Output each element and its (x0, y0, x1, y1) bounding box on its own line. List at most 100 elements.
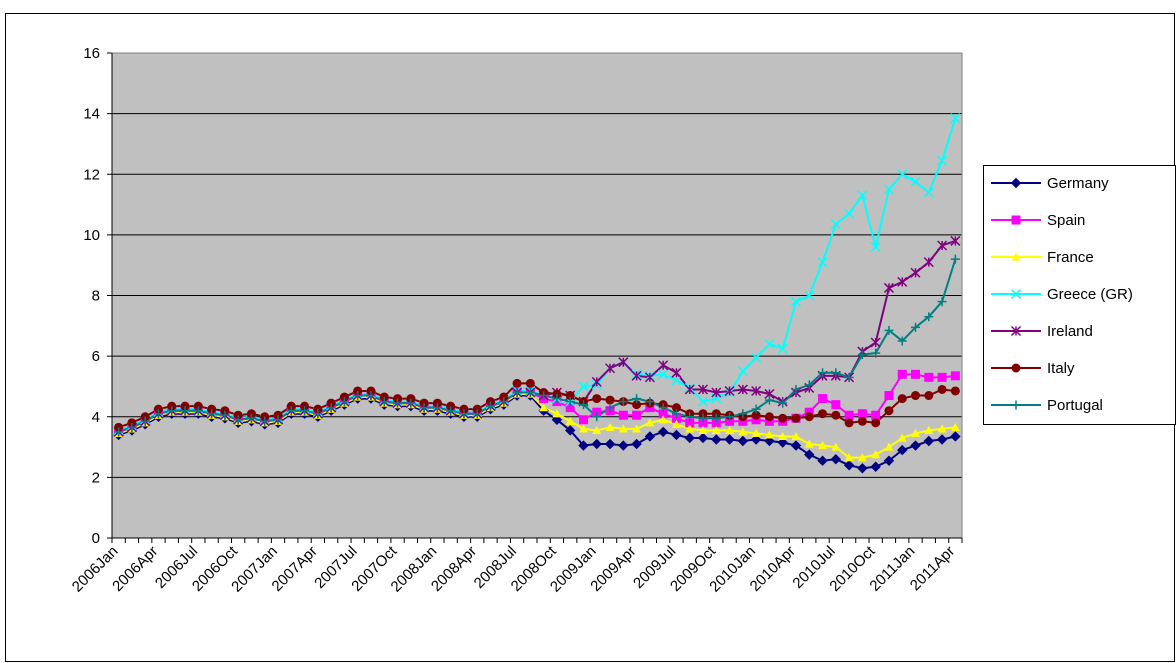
marker (817, 455, 828, 466)
legend-item: Spain (991, 212, 1085, 229)
y-tick-label: 16 (83, 45, 100, 62)
marker (578, 415, 588, 425)
marker (539, 403, 549, 412)
marker (432, 403, 442, 413)
marker (525, 378, 535, 388)
marker (671, 429, 682, 441)
marker (804, 407, 814, 417)
marker (923, 187, 934, 198)
marker (804, 449, 815, 460)
marker (791, 413, 801, 423)
marker (884, 442, 894, 451)
marker (685, 424, 695, 433)
marker (937, 372, 947, 382)
marker (950, 254, 960, 264)
marker (884, 406, 894, 416)
marker (1010, 177, 1022, 189)
marker (711, 425, 721, 434)
marker (950, 371, 960, 381)
marker (897, 336, 907, 346)
marker (737, 384, 748, 395)
marker (751, 428, 761, 438)
marker (817, 257, 828, 268)
marker (419, 403, 429, 413)
legend-label: France (1047, 249, 1094, 266)
marker (911, 369, 921, 379)
y-tick-label: 14 (83, 106, 100, 123)
marker (339, 397, 349, 407)
marker (711, 418, 721, 428)
marker (658, 360, 669, 371)
marker (246, 413, 256, 423)
marker (738, 416, 748, 426)
marker (950, 422, 960, 431)
marker (804, 380, 814, 390)
marker (751, 404, 761, 414)
marker (446, 406, 456, 416)
marker (631, 438, 642, 450)
marker (604, 438, 616, 450)
marker (605, 422, 615, 431)
marker (751, 352, 762, 363)
y-tick-label: 4 (92, 409, 100, 426)
series-line (118, 394, 956, 470)
marker (818, 409, 828, 419)
marker (711, 434, 722, 445)
marker (871, 418, 881, 428)
marker (764, 395, 774, 405)
marker (180, 401, 190, 411)
y-tick-label: 8 (92, 288, 100, 305)
marker (897, 169, 908, 180)
marker (127, 422, 137, 432)
marker (300, 406, 310, 416)
marker (658, 369, 669, 380)
marker (658, 415, 668, 424)
marker (326, 403, 336, 413)
marker (897, 276, 908, 287)
marker (618, 397, 628, 407)
series-markers (114, 254, 960, 437)
marker (632, 400, 642, 410)
marker (565, 403, 575, 413)
marker (711, 413, 721, 423)
marker (911, 322, 921, 332)
legend-item: Italy (991, 360, 1075, 377)
marker (937, 240, 948, 251)
marker (897, 394, 907, 404)
marker (870, 337, 881, 348)
marker (671, 403, 681, 413)
marker (459, 404, 469, 414)
marker (857, 350, 867, 360)
marker (883, 282, 894, 293)
marker (698, 413, 708, 423)
marker (764, 412, 774, 422)
marker (790, 440, 802, 451)
marker (830, 453, 842, 465)
marker (592, 412, 602, 422)
marker (167, 406, 177, 416)
marker (790, 296, 802, 307)
marker (632, 394, 642, 404)
marker (260, 412, 270, 422)
marker (697, 432, 709, 444)
marker (737, 435, 749, 447)
legend-item: Ireland (991, 323, 1093, 340)
marker (831, 442, 841, 451)
marker (512, 378, 522, 388)
marker (778, 431, 788, 441)
marker (910, 267, 921, 278)
marker (950, 431, 961, 442)
marker (260, 416, 270, 426)
marker (618, 357, 629, 368)
marker (711, 409, 721, 419)
marker (220, 406, 230, 416)
marker (844, 418, 854, 428)
y-tick-label: 2 (92, 469, 100, 486)
marker (552, 409, 562, 418)
marker (644, 431, 656, 442)
marker (618, 440, 629, 451)
y-tick-label: 6 (92, 348, 100, 365)
marker (937, 384, 947, 394)
